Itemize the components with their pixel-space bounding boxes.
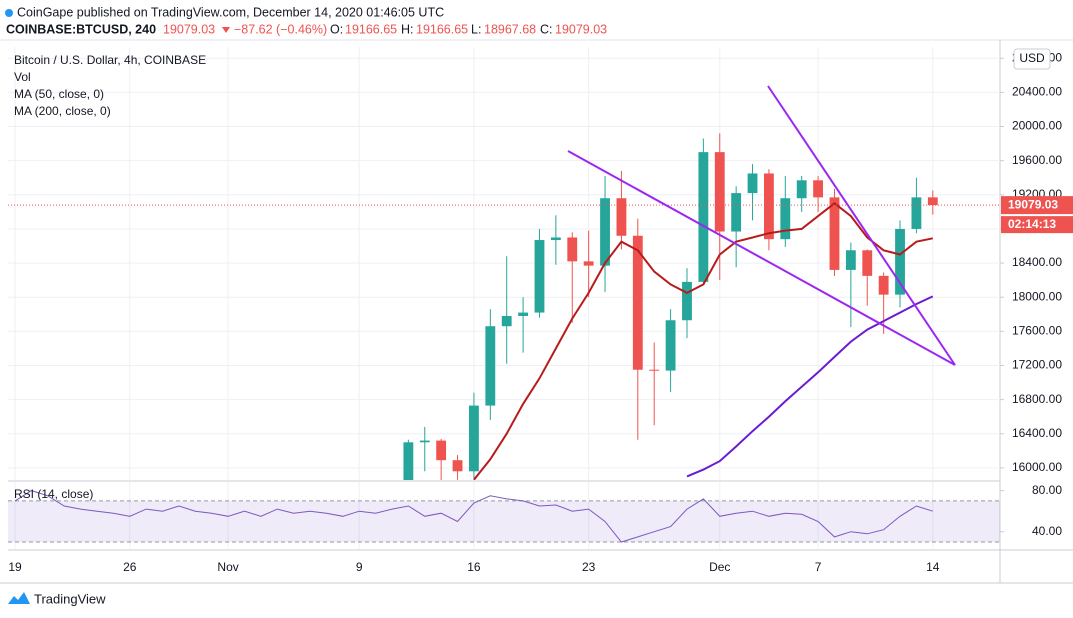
high-value: 19166.65 <box>416 22 468 36</box>
x-tick-label: 26 <box>123 560 137 574</box>
x-tick-label: 16 <box>467 560 481 574</box>
currency[interactable]: USD <box>1019 51 1045 65</box>
y-tick-label: 17200.00 <box>1012 358 1062 372</box>
tradingview-logo <box>8 592 30 604</box>
rsi-y-tick-label: 80.00 <box>1032 483 1062 497</box>
candle-body <box>649 369 660 371</box>
candle-body <box>878 275 889 295</box>
candle-body <box>829 197 840 270</box>
down-arrow <box>222 27 230 33</box>
rsi-title: RSI (14, close) <box>14 487 93 501</box>
legend-item: Vol <box>14 70 31 84</box>
legend-item: MA (50, close, 0) <box>14 87 104 101</box>
candle-body <box>862 250 873 276</box>
candle-body <box>403 442 414 480</box>
candle-body <box>747 173 758 194</box>
chart-title: Bitcoin / U.S. Dollar, 4h, COINBASE <box>14 53 206 67</box>
x-tick-label: 23 <box>582 560 596 574</box>
candle-body <box>698 152 709 282</box>
candle-body <box>583 261 594 266</box>
y-tick-label: 20000.00 <box>1012 119 1062 133</box>
x-tick-label: 7 <box>815 560 822 574</box>
candle-body <box>895 228 905 295</box>
ticker-line: COINBASE:BTCUSD, 240 19079.03 −87.62 (−0… <box>6 22 607 36</box>
countdown-box <box>1001 216 1073 234</box>
candle-body <box>616 198 627 236</box>
price-pane <box>8 133 1000 480</box>
low-label: L: <box>471 22 481 36</box>
rsi-line <box>14 490 933 543</box>
low-value: 18967.68 <box>484 22 536 36</box>
change: −87.62 (−0.46%) <box>234 22 327 36</box>
y-tick-label: 16000.00 <box>1012 460 1062 474</box>
candle-body <box>600 198 610 266</box>
legend-item: MA (200, close, 0) <box>14 104 111 118</box>
open-label: O: <box>330 22 343 36</box>
candle-body <box>550 237 561 241</box>
y-tick-label: 18400.00 <box>1012 255 1062 269</box>
candle-body <box>813 180 824 198</box>
high-label: H: <box>401 22 414 36</box>
moving-average <box>473 202 934 480</box>
candle-body <box>764 173 774 240</box>
y-tick-label: 16400.00 <box>1012 426 1062 440</box>
published-line: CoinGape published on TradingView.com, D… <box>17 5 444 19</box>
candle-body <box>845 250 856 270</box>
trendline <box>567 150 956 366</box>
candle-body <box>780 198 791 240</box>
close-label: C: <box>540 22 553 36</box>
countdown: 02:14:13 <box>1008 217 1056 231</box>
candle-body <box>419 440 430 443</box>
candle-body <box>927 197 938 206</box>
candle-body <box>452 460 463 472</box>
candle-body <box>501 315 512 327</box>
candle-body <box>665 320 676 371</box>
y-tick-label: 19600.00 <box>1012 153 1062 167</box>
y-tick-label: 16800.00 <box>1012 392 1062 406</box>
y-tick-label: 20400.00 <box>1012 85 1062 99</box>
x-tick-label: Dec <box>709 560 730 574</box>
last-price: 19079.03 <box>163 22 215 36</box>
trendline <box>767 85 956 366</box>
price-label-box <box>1001 196 1073 215</box>
currency-button[interactable] <box>1013 48 1051 70</box>
close-value: 19079.03 <box>555 22 607 36</box>
logo-dot <box>5 9 13 17</box>
candle-body <box>911 197 922 229</box>
footer-brand: TradingView <box>34 591 106 606</box>
y-tick-label: 17600.00 <box>1012 324 1062 338</box>
x-tick-label: 14 <box>926 560 940 574</box>
candle-body <box>567 237 578 262</box>
candle-body <box>731 193 742 232</box>
rsi-pane <box>8 490 1000 543</box>
candle-body <box>682 281 692 321</box>
grid <box>8 47 1000 549</box>
candle-body <box>469 405 479 472</box>
trendlines <box>567 85 956 366</box>
candle-body <box>714 152 725 232</box>
candle-body <box>534 240 545 313</box>
candle-body <box>436 440 447 461</box>
candle-body <box>632 235 643 370</box>
x-tick-label: Nov <box>217 560 238 574</box>
rsi-y-tick-label: 40.00 <box>1032 524 1062 538</box>
y-tick-label: 18000.00 <box>1012 289 1062 303</box>
rsi-band-fill <box>8 500 1000 543</box>
candle-body <box>796 180 807 199</box>
candle-body <box>518 312 529 316</box>
price-label: 19079.03 <box>1008 197 1058 211</box>
x-tick-label: 9 <box>356 560 363 574</box>
candle-body <box>485 326 496 406</box>
x-tick-label: 19 <box>8 560 22 574</box>
open-value: 19166.65 <box>345 22 397 36</box>
moving-average <box>686 295 934 478</box>
symbol: COINBASE:BTCUSD, 240 <box>6 22 156 36</box>
